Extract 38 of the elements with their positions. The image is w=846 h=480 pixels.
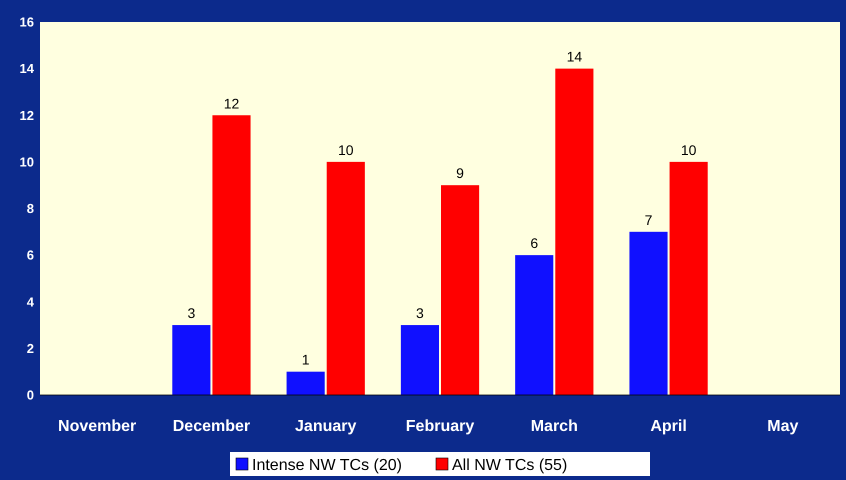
bar	[212, 115, 251, 395]
legend-label: All NW TCs (55)	[452, 457, 568, 474]
x-tick-label: January	[295, 418, 356, 435]
bar	[286, 372, 325, 395]
bar	[326, 162, 365, 395]
y-tick-label: 8	[26, 201, 34, 216]
data-label: 3	[187, 305, 196, 322]
data-label: 12	[224, 95, 240, 112]
bar	[629, 232, 668, 395]
data-label: 1	[302, 352, 310, 368]
data-label: 10	[680, 142, 697, 158]
y-tick-label: 10	[20, 154, 34, 170]
bar	[172, 325, 210, 395]
bar	[555, 68, 594, 395]
y-tick-label: 12	[20, 108, 34, 123]
x-tick-label: May	[767, 418, 799, 435]
legend-label: Intense NW TCs (20)	[252, 457, 402, 474]
data-label: 9	[456, 165, 464, 182]
x-tick-label: March	[530, 418, 578, 435]
x-tick-label: December	[172, 418, 250, 435]
bar	[670, 162, 708, 395]
data-label: 10	[338, 142, 354, 158]
bar	[441, 185, 480, 395]
y-tick-label: 6	[26, 248, 34, 263]
y-tick-label: 16	[20, 14, 34, 30]
bar	[515, 255, 554, 395]
data-label: 3	[416, 305, 424, 322]
data-label: 7	[644, 212, 653, 228]
data-label: 6	[530, 235, 538, 252]
bar	[400, 325, 439, 395]
x-tick-label: February	[406, 418, 474, 435]
y-tick-label: 0	[26, 388, 34, 403]
y-tick-label: 14	[20, 61, 35, 76]
x-tick-label: April	[650, 418, 687, 435]
y-tick-label: 4	[26, 294, 35, 310]
data-label: 14	[566, 48, 582, 65]
x-tick-label: November	[58, 418, 136, 435]
y-tick-label: 2	[26, 340, 34, 356]
